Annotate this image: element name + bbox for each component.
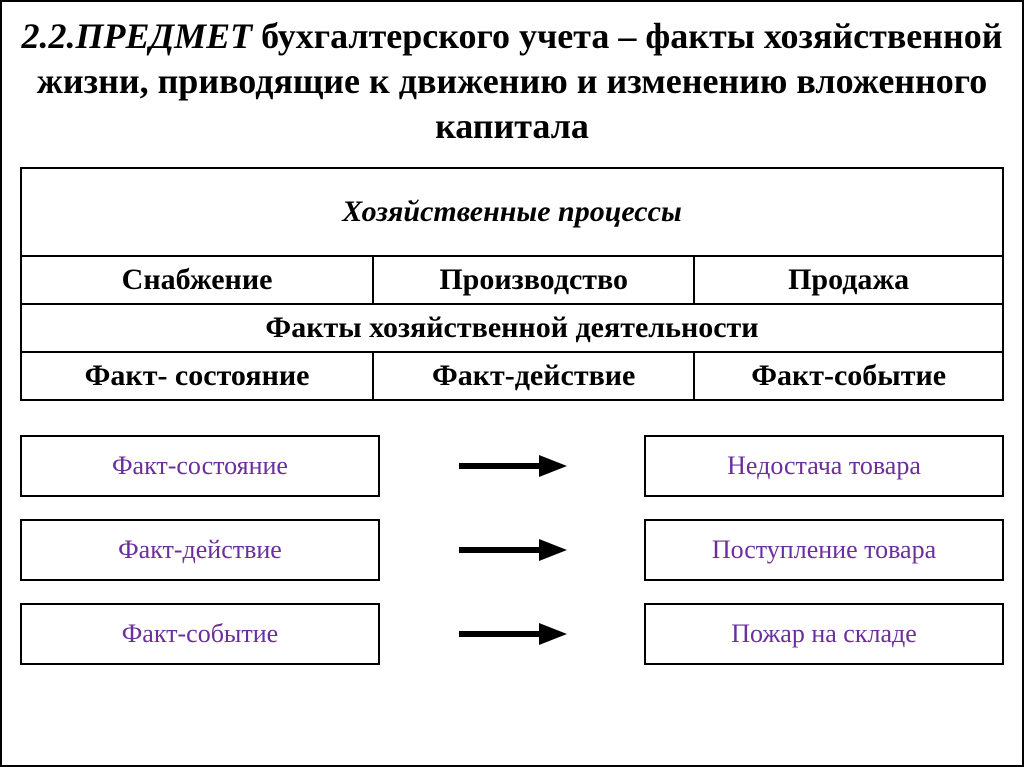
fact-right-1: Поступление товара: [644, 519, 1004, 581]
arrow-icon: [380, 453, 644, 479]
process-cell-1: Производство: [373, 256, 694, 304]
fact-type-cell-2: Факт-событие: [694, 352, 1003, 400]
processes-header: Хозяйственные процессы: [21, 168, 1003, 256]
fact-left-0: Факт-состояние: [20, 435, 380, 497]
heading-prefix: 2.2.ПРЕДМЕТ: [22, 16, 253, 56]
fact-left-1: Факт-действие: [20, 519, 380, 581]
facts-header: Факты хозяйственной деятельности: [21, 304, 1003, 352]
processes-table: Хозяйственные процессы Снабжение Произво…: [20, 167, 1004, 401]
fact-right-2: Пожар на складе: [644, 603, 1004, 665]
process-cell-0: Снабжение: [21, 256, 373, 304]
fact-row: Факт-действие Поступление товара: [20, 519, 1004, 581]
fact-mapping: Факт-состояние Недостача товара Факт-дей…: [20, 435, 1004, 665]
page-title: 2.2.ПРЕДМЕТ бухгалтерского учета – факты…: [20, 14, 1004, 149]
arrow-icon: [380, 621, 644, 647]
arrow-icon: [380, 537, 644, 563]
fact-left-2: Факт-событие: [20, 603, 380, 665]
fact-right-0: Недостача товара: [644, 435, 1004, 497]
fact-type-cell-1: Факт-действие: [373, 352, 694, 400]
fact-row: Факт-состояние Недостача товара: [20, 435, 1004, 497]
fact-row: Факт-событие Пожар на складе: [20, 603, 1004, 665]
process-cell-2: Продажа: [694, 256, 1003, 304]
fact-type-cell-0: Факт- состояние: [21, 352, 373, 400]
